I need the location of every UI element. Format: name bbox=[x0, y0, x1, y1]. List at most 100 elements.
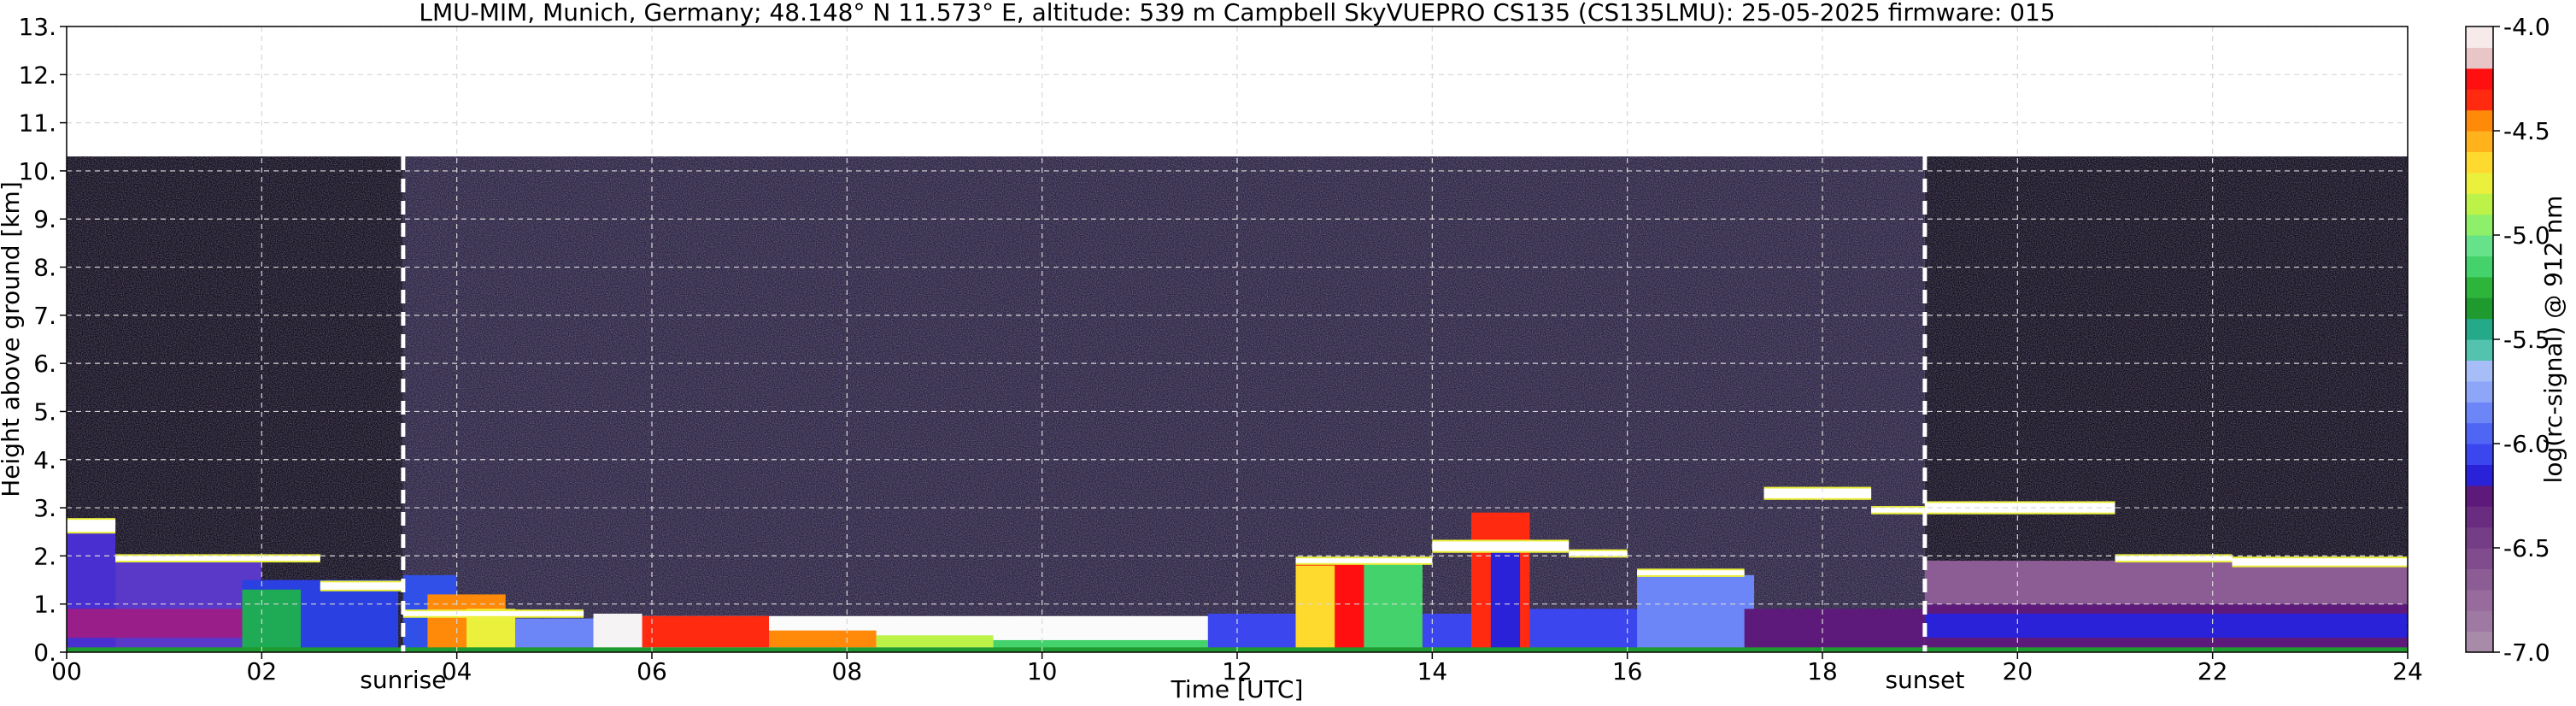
cloud-base-layer bbox=[1924, 503, 2115, 513]
cloud-base-layer bbox=[67, 520, 116, 532]
colorbar bbox=[2465, 26, 2494, 653]
sun-event-lines bbox=[401, 156, 1928, 652]
x-tick-label: 02 bbox=[247, 657, 278, 685]
x-tick-label: 10 bbox=[1027, 657, 1058, 685]
cloud-base-layer bbox=[2232, 558, 2408, 566]
cloud-base-layers bbox=[67, 486, 2408, 618]
y-tick-label: 10. bbox=[18, 157, 56, 185]
cloud-base-layer bbox=[2115, 556, 2233, 562]
y-axis-label: Height above ground [km] bbox=[0, 181, 25, 497]
colorbar-segment bbox=[2466, 527, 2493, 549]
boundary-layer-region bbox=[642, 615, 769, 648]
cloud-base-layer bbox=[320, 582, 403, 590]
boundary-layer-region bbox=[1207, 613, 1296, 652]
cloud-base-layer bbox=[1569, 550, 1628, 556]
x-tick-label: 08 bbox=[832, 657, 863, 685]
colorbar-segment bbox=[2466, 380, 2493, 403]
y-tick-label: 2. bbox=[33, 542, 56, 570]
x-tick-label: 04 bbox=[442, 657, 472, 685]
boundary-layer bbox=[67, 512, 2408, 652]
boundary-layer-region bbox=[1422, 613, 1471, 652]
colorbar-segment bbox=[2466, 68, 2493, 90]
colorbar-segment bbox=[2466, 402, 2493, 424]
x-tick-label: 16 bbox=[1612, 657, 1643, 685]
colorbar-segment bbox=[2466, 631, 2493, 653]
x-tick-label: 14 bbox=[1417, 657, 1448, 685]
colorbar-segment bbox=[2466, 589, 2493, 611]
y-tick-label: 1. bbox=[33, 591, 56, 619]
colorbar-segment bbox=[2466, 485, 2493, 507]
colorbar-tick-label: -7.0 bbox=[2503, 638, 2550, 667]
colorbar-segment bbox=[2466, 360, 2493, 382]
boundary-layer-region bbox=[593, 613, 643, 652]
x-tick-label: 20 bbox=[2003, 657, 2033, 685]
boundary-layer-region bbox=[993, 639, 1208, 650]
cloud-base-layer bbox=[1763, 488, 1872, 498]
x-tick-label: 22 bbox=[2198, 657, 2228, 685]
boundary-layer-region bbox=[242, 589, 301, 652]
boundary-layer-region bbox=[876, 635, 994, 648]
cloud-base-layer bbox=[115, 556, 320, 562]
boundary-layer-region bbox=[1744, 609, 1925, 652]
colorbar-segment bbox=[2466, 506, 2493, 528]
colorbar-segment bbox=[2466, 610, 2493, 632]
boundary-layer-region bbox=[1364, 561, 1423, 652]
colorbar-ticks: -4.0 -4.5 -5.0 -5.5 -6.0 -6.5 -7.0 bbox=[2493, 13, 2550, 667]
sun-event-label: sunrise bbox=[360, 666, 446, 694]
chart-title: LMU-MIM, Munich, Germany; 48.148° N 11.5… bbox=[419, 0, 2055, 26]
sun-event-label: sunset bbox=[1885, 666, 1964, 694]
colorbar-tick-label: -4.0 bbox=[2503, 13, 2550, 41]
y-tick-label: 4. bbox=[33, 446, 56, 474]
colorbar-tick-label: -6.0 bbox=[2503, 430, 2550, 458]
boundary-layer-region bbox=[1490, 546, 1521, 652]
colorbar-segment bbox=[2466, 193, 2493, 215]
colorbar-segment bbox=[2466, 297, 2493, 320]
y-tick-label: 8. bbox=[33, 254, 56, 282]
y-tick-label: 11. bbox=[18, 109, 56, 138]
colorbar-segment bbox=[2466, 422, 2493, 444]
boundary-layer-region bbox=[769, 630, 877, 648]
y-tick-label: 6. bbox=[33, 350, 56, 378]
x-tick-label: 24 bbox=[2392, 657, 2423, 685]
colorbar-segment bbox=[2466, 548, 2493, 569]
sun-event-labels: sunrise sunset bbox=[360, 666, 1964, 694]
colorbar-segment bbox=[2466, 318, 2493, 340]
colorbar-segment bbox=[2466, 568, 2493, 591]
cloud-base-layer bbox=[1432, 541, 1570, 551]
colorbar-segment bbox=[2466, 109, 2493, 132]
colorbar-segment bbox=[2466, 444, 2493, 465]
cloud-base-layer bbox=[1871, 508, 1925, 513]
x-tick-label: 12 bbox=[1222, 657, 1253, 685]
cloud-base-layer bbox=[402, 611, 584, 616]
y-tick-label: 7. bbox=[33, 302, 56, 330]
y-tick-label: 12. bbox=[18, 61, 56, 89]
x-axis-label: Time [UTC] bbox=[1171, 675, 1304, 703]
colorbar-tick-label: -5.5 bbox=[2503, 326, 2550, 354]
colorbar-segment bbox=[2466, 47, 2493, 69]
colorbar-segment bbox=[2466, 151, 2493, 174]
boundary-layer-region bbox=[1924, 613, 2408, 638]
x-tick-label: 06 bbox=[637, 657, 667, 685]
colorbar-tick-label: -4.5 bbox=[2503, 117, 2550, 145]
x-tick-label: 18 bbox=[1807, 657, 1838, 685]
y-tick-label: 9. bbox=[33, 205, 56, 233]
cloud-base-layer bbox=[1295, 558, 1433, 563]
boundary-layer-region bbox=[1295, 565, 1335, 652]
colorbar-segment bbox=[2466, 276, 2493, 298]
x-tick-label: 00 bbox=[51, 657, 82, 685]
x-axis-ticks: 00 02 04 06 08 10 12 14 16 18 20 22 24 bbox=[51, 652, 2423, 685]
colorbar-segment bbox=[2466, 172, 2493, 194]
y-tick-label: 0. bbox=[33, 638, 56, 667]
y-tick-label: 3. bbox=[33, 494, 56, 522]
colorbar-segment bbox=[2466, 26, 2493, 48]
colorbar-segment bbox=[2466, 235, 2493, 256]
colorbar-segment bbox=[2466, 131, 2493, 152]
colorbar-label: log(rc-signal) @ 912 nm bbox=[2539, 196, 2567, 484]
colorbar-segment bbox=[2466, 464, 2493, 486]
cloud-base-layer bbox=[1637, 570, 1745, 575]
plot-area bbox=[66, 26, 2409, 653]
y-tick-label: 13. bbox=[18, 13, 56, 41]
colorbar-segment bbox=[2466, 89, 2493, 111]
y-axis-ticks: 0. 1. 2. 3. 4. 5. 6. 7. 8. 9. 10. 11. 12. 13. bbox=[18, 13, 67, 667]
